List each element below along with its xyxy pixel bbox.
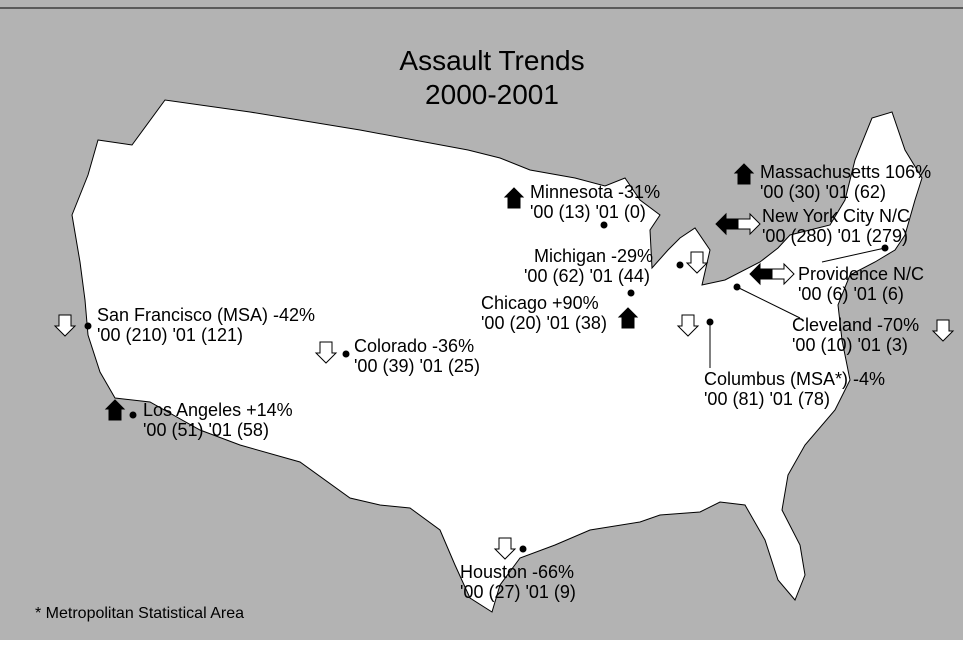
trend-down-arrow xyxy=(931,319,955,342)
location-dot xyxy=(519,545,527,553)
location-name: Massachusetts 106% xyxy=(760,162,931,182)
trend-right-arrow xyxy=(771,262,795,286)
location-name: Columbus (MSA*) -4% xyxy=(704,369,885,389)
title-line: Assault Trends xyxy=(399,45,584,76)
location-dot xyxy=(129,411,137,419)
location-counts: '00 (62) '01 (44) xyxy=(524,266,650,286)
location-counts: '00 (39) '01 (25) xyxy=(354,356,480,376)
trend-down-arrow xyxy=(53,314,77,337)
location-counts: '00 (81) '01 (78) xyxy=(704,389,830,409)
location-dot xyxy=(600,221,608,229)
location-dot xyxy=(342,350,350,358)
location-name: Cleveland -70% xyxy=(792,315,919,335)
location-counts: '00 (30) '01 (62) xyxy=(760,182,886,202)
location-counts: '00 (51) '01 (58) xyxy=(143,420,269,440)
location-name: Providence N/C xyxy=(798,264,924,284)
trend-right-arrow xyxy=(737,212,761,236)
location-dot xyxy=(84,322,92,330)
location-counts: '00 (210) '01 (121) xyxy=(97,325,243,345)
leader-line xyxy=(821,247,886,263)
trend-left-arrow xyxy=(749,262,773,286)
location-dot xyxy=(627,289,635,297)
trend-down-arrow xyxy=(685,251,709,274)
trend-down-arrow xyxy=(676,314,700,337)
location-name: Chicago +90% xyxy=(481,293,599,313)
footnote: * Metropolitan Statistical Area xyxy=(35,605,244,622)
location-dot xyxy=(733,283,741,291)
trend-down-arrow xyxy=(314,341,338,364)
location-name: San Francisco (MSA) -42% xyxy=(97,305,315,325)
location-name: New York City N/C xyxy=(762,206,910,226)
location-counts: '00 (27) '01 (9) xyxy=(460,582,576,602)
trend-down-arrow xyxy=(493,537,517,560)
trend-up-arrow xyxy=(503,187,525,209)
location-dot xyxy=(676,261,684,269)
trend-left-arrow xyxy=(715,212,739,236)
location-counts: '00 (6) '01 (6) xyxy=(798,284,904,304)
location-name: Colorado -36% xyxy=(354,336,474,356)
location-counts: '00 (10) '01 (3) xyxy=(792,335,908,355)
location-name: Los Angeles +14% xyxy=(143,400,293,420)
location-dot xyxy=(881,244,889,252)
us-outline xyxy=(71,99,923,613)
location-counts: '00 (280) '01 (279) xyxy=(762,226,908,246)
location-counts: '00 (20) '01 (38) xyxy=(481,313,607,333)
location-counts: '00 (13) '01 (0) xyxy=(530,202,646,222)
location-dot xyxy=(706,318,714,326)
location-name: Minnesota -31% xyxy=(530,182,660,202)
title-line: 2000-2001 xyxy=(425,79,559,110)
leader-line xyxy=(736,286,801,319)
trend-up-arrow xyxy=(617,307,639,329)
trend-up-arrow xyxy=(733,163,755,185)
trend-up-arrow xyxy=(104,399,126,421)
location-name: Michigan -29% xyxy=(534,246,653,266)
location-name: Houston -66% xyxy=(460,562,574,582)
